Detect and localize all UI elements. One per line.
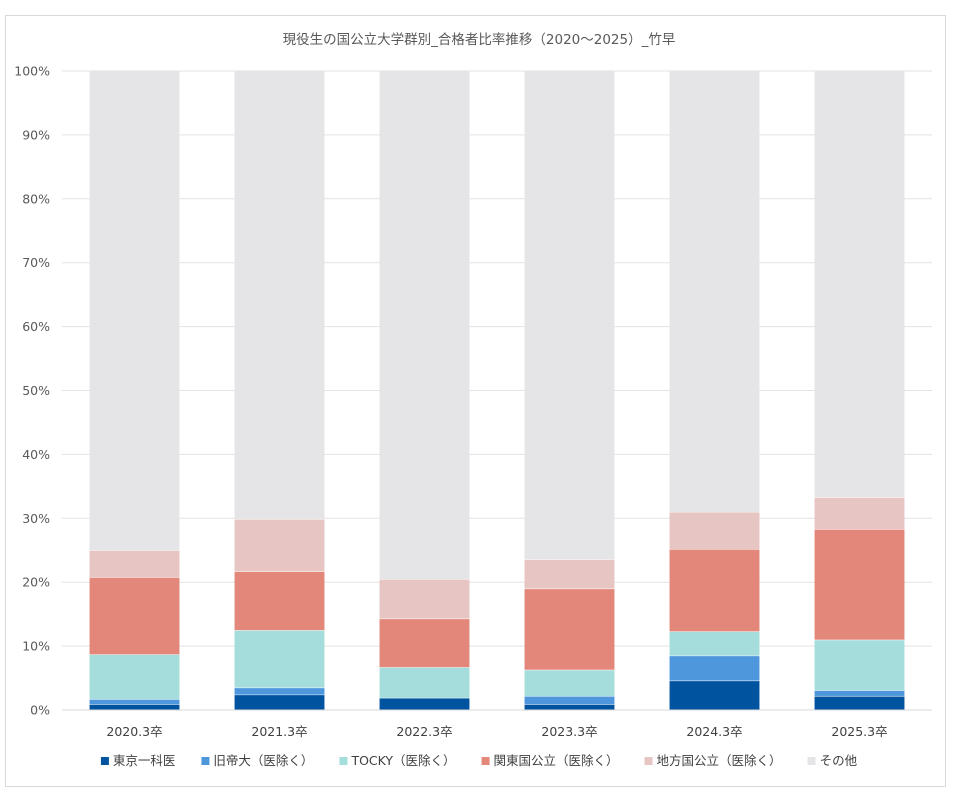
x-tick-label: 2024.3卒 (686, 724, 742, 739)
bar-segment (524, 695, 615, 705)
bar-segment (524, 704, 615, 710)
bars (89, 71, 905, 710)
bar-segment (234, 687, 325, 695)
bar-segment (669, 511, 760, 549)
legend-item: その他 (807, 753, 858, 768)
bar-segment (814, 695, 905, 710)
legend-swatch (100, 757, 109, 765)
legend-label: 旧帝大（医除く） (213, 753, 313, 768)
bar-segment (379, 618, 470, 668)
y-tick-label: 30% (22, 511, 50, 526)
bar-segment (524, 559, 615, 589)
legend: 東京一科医 旧帝大（医除く） TOCKY（医除く） 関東国公立（医除く） 地方国公立（医… (100, 753, 858, 768)
x-tick-label: 2021.3卒 (251, 724, 307, 739)
bar-segment (234, 694, 325, 710)
legend-item: 旧帝大（医除く） (201, 753, 313, 768)
bar-segment (379, 579, 470, 619)
bar-segment (524, 669, 615, 696)
legend-swatch (201, 757, 210, 765)
x-tick-label: 2022.3卒 (396, 724, 452, 739)
bar-segment (379, 697, 470, 710)
bar-segment (234, 630, 325, 688)
bar-segment (89, 550, 180, 578)
chart-title: 現役生の国公立大学群別_合格者比率推移（2020～2025）_竹早 (283, 31, 676, 48)
bar-segment (814, 690, 905, 696)
x-tick-label: 2025.3卒 (831, 724, 887, 739)
legend-swatch (807, 757, 816, 765)
y-tick-label: 20% (22, 575, 50, 590)
bar-segment (379, 71, 470, 580)
y-tick-label: 10% (22, 639, 50, 654)
y-tick-label: 0% (30, 703, 50, 718)
bar-segment (814, 497, 905, 530)
x-axis-ticks: 2020.3卒 2021.3卒 2022.3卒 2023.3卒 2024.3卒 2025.… (106, 724, 887, 739)
bar-segment (814, 529, 905, 640)
y-tick-label: 80% (22, 191, 50, 206)
legend-item: 地方国公立（医除く） (644, 753, 782, 768)
y-tick-label: 70% (22, 255, 50, 270)
bar-segment (89, 654, 180, 700)
bar-segment (814, 639, 905, 691)
bar-segment (524, 71, 615, 560)
legend-label: 地方国公立（医除く） (657, 753, 782, 768)
bar-segment (89, 71, 180, 551)
legend-swatch (644, 757, 653, 765)
bar-segment (669, 548, 760, 632)
legend-label: 関東国公立（医除く） (494, 753, 619, 768)
bar-segment (234, 571, 325, 631)
legend-swatch (481, 757, 490, 765)
legend-item: 関東国公立（医除く） (481, 753, 619, 768)
x-tick-label: 2023.3卒 (541, 724, 597, 739)
y-tick-label: 90% (22, 127, 50, 142)
legend-item: 東京一科医 (100, 753, 176, 768)
y-axis-ticks: 0% 10% 20% 30% 40% 50% 60% 70% 80% 90% 100% (14, 64, 50, 718)
x-tick-label: 2020.3卒 (106, 724, 162, 739)
bar-segment (379, 667, 470, 698)
bar-segment (524, 588, 615, 670)
y-tick-label: 50% (22, 383, 50, 398)
legend-label: その他 (820, 753, 858, 768)
bar-segment (234, 518, 325, 572)
bar-segment (89, 704, 180, 710)
bar-segment (814, 71, 905, 498)
legend-label: 東京一科医 (113, 753, 176, 768)
bar-segment (669, 680, 760, 710)
bar-segment (669, 655, 760, 681)
bar-segment (89, 699, 180, 705)
y-tick-label: 40% (22, 447, 50, 462)
legend-swatch (339, 757, 348, 765)
y-tick-label: 60% (22, 319, 50, 334)
y-tick-label: 100% (14, 64, 50, 79)
legend-label: TOCKY（医除く） (350, 753, 455, 768)
bar-segment (669, 71, 760, 512)
legend-item: TOCKY（医除く） (339, 753, 456, 768)
bar-segment (234, 71, 325, 519)
bar-segment (89, 577, 180, 655)
bar-segment (669, 631, 760, 656)
gridlines (62, 70, 932, 647)
